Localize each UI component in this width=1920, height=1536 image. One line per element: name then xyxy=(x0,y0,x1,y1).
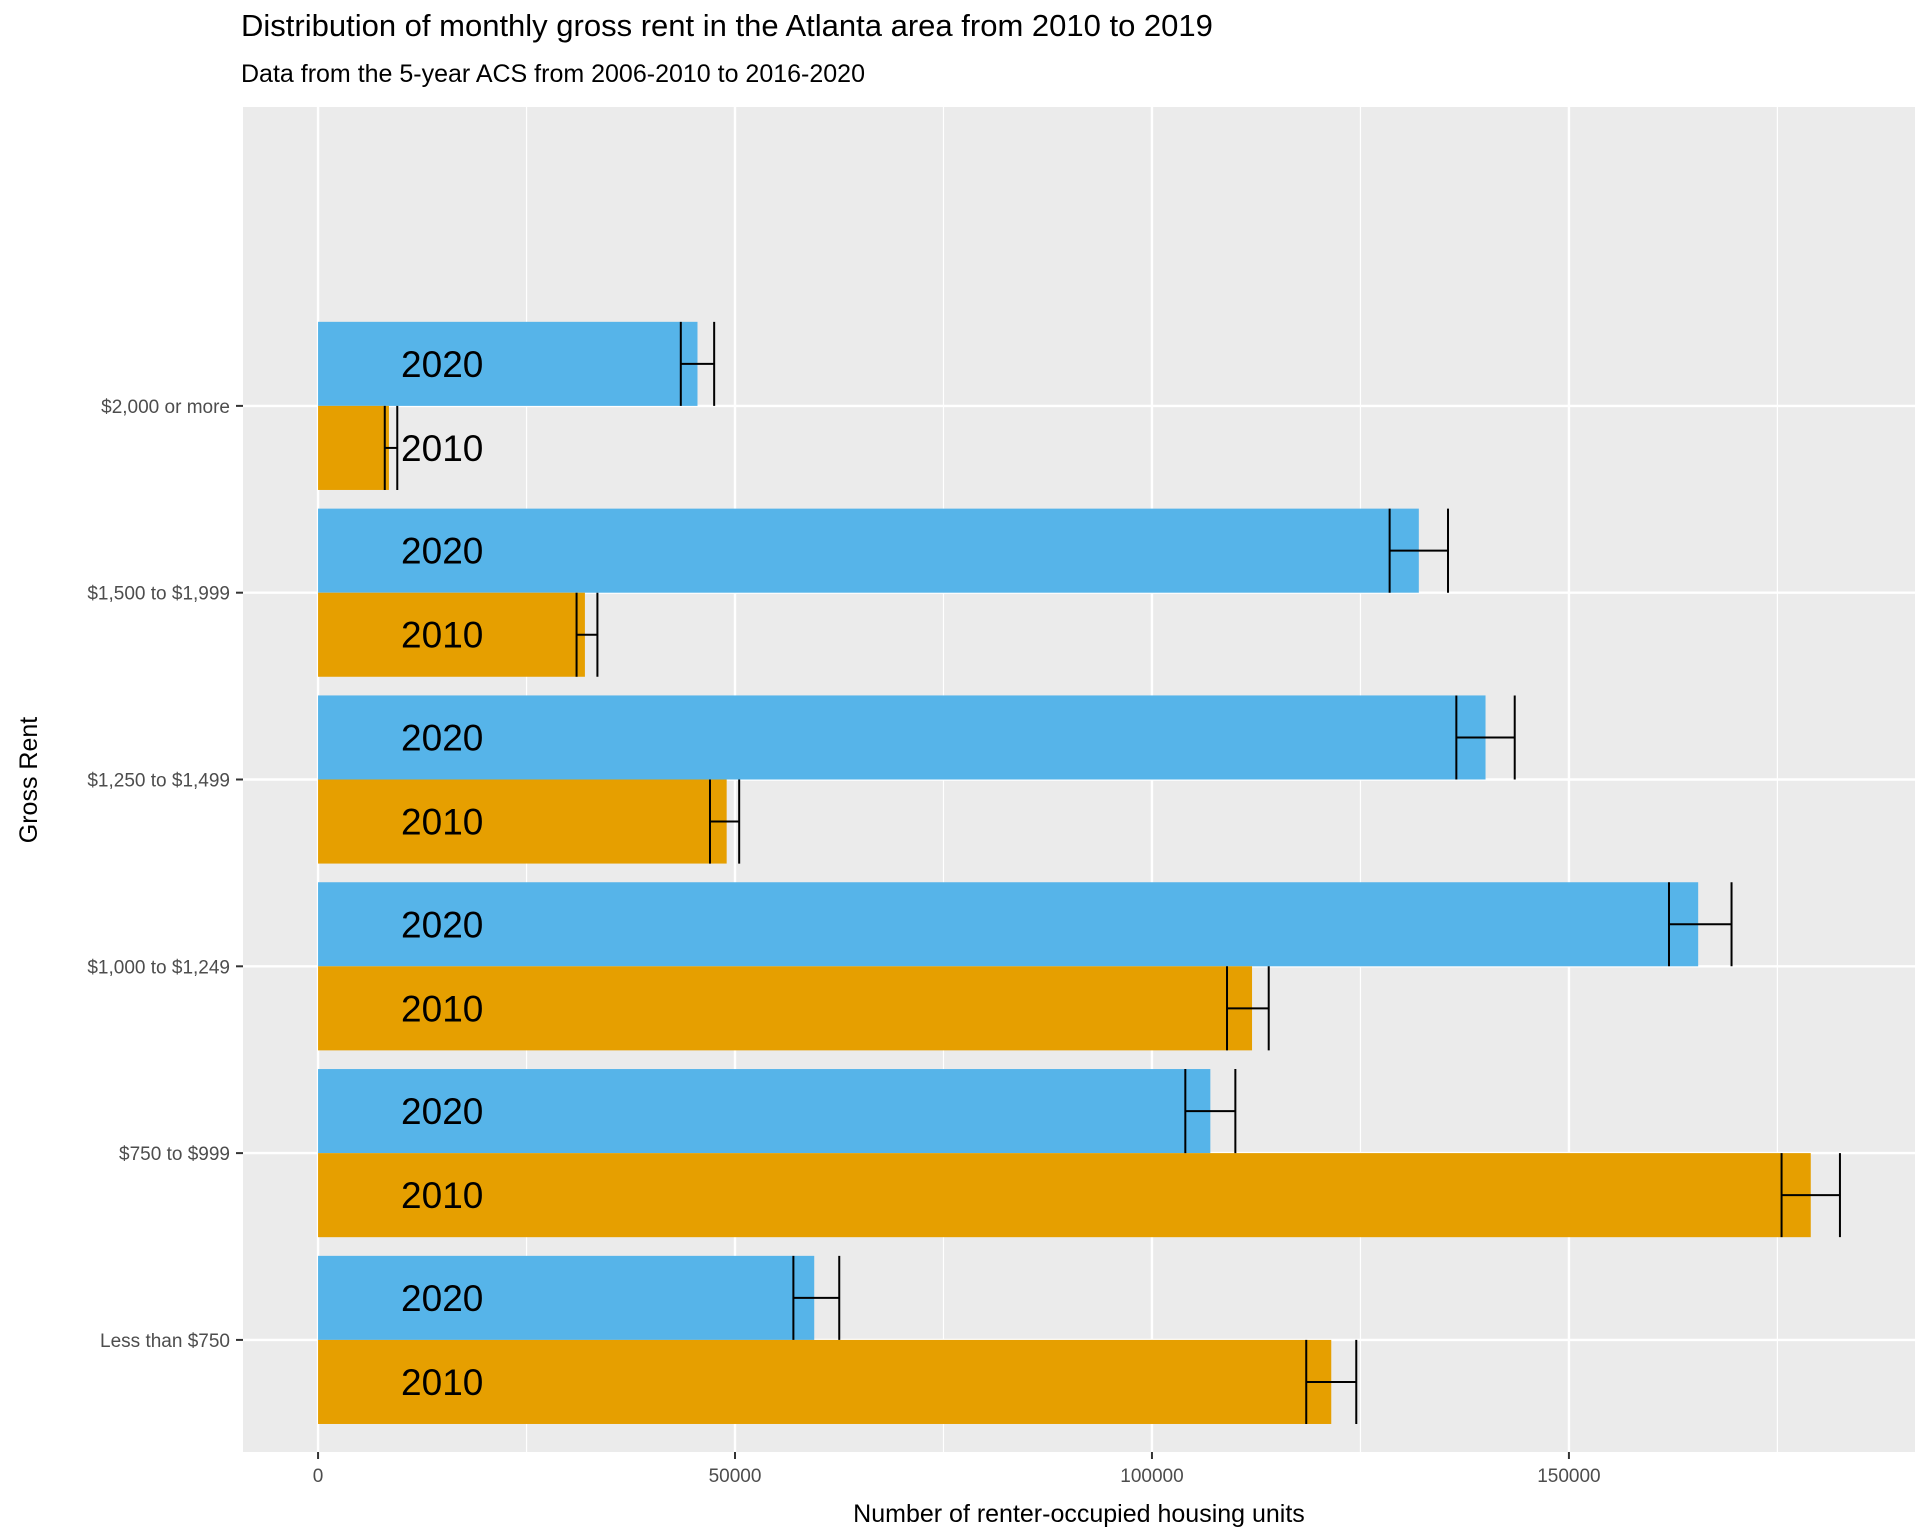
bar-label: 2020 xyxy=(401,344,483,385)
bar-2010 xyxy=(318,779,727,864)
bar-label: 2020 xyxy=(401,717,483,758)
bar-label: 2010 xyxy=(401,1362,483,1403)
x-tick-label: 100000 xyxy=(1120,1466,1183,1487)
bar-2010 xyxy=(318,966,1253,1051)
x-tick-label: 0 xyxy=(313,1466,324,1487)
chart-title: Distribution of monthly gross rent in th… xyxy=(241,8,1213,43)
bar-2010 xyxy=(318,1153,1811,1238)
y-tick-label: $750 to $999 xyxy=(119,1144,230,1165)
bar-label: 2010 xyxy=(401,428,483,469)
bar-label: 2010 xyxy=(401,802,483,843)
y-tick-label: $1,000 to $1,249 xyxy=(87,957,230,978)
chart-subtitle: Data from the 5-year ACS from 2006-2010 … xyxy=(241,60,865,88)
y-tick-label: Less than $750 xyxy=(100,1331,230,1352)
bar-2020 xyxy=(318,1255,815,1340)
y-axis-title: Gross Rent xyxy=(15,717,43,843)
bar-label: 2010 xyxy=(401,1175,483,1216)
bar-label: 2020 xyxy=(401,904,483,945)
x-tick-label: 150000 xyxy=(1537,1466,1600,1487)
bar-2020 xyxy=(318,321,698,406)
bar-label: 2010 xyxy=(401,988,483,1029)
bar-2020 xyxy=(318,1069,1211,1154)
y-tick-label: $2,000 or more xyxy=(101,397,230,418)
bar-label: 2020 xyxy=(401,1278,483,1319)
bar-2010 xyxy=(318,1339,1332,1424)
y-axis: Less than $750 $750 to $999 $1,000 to $1,2… xyxy=(87,397,243,1352)
bars xyxy=(318,321,1811,1424)
bar-2020 xyxy=(318,508,1419,593)
bar-2010 xyxy=(318,405,389,490)
x-axis: 0 50000 100000 150000 xyxy=(313,1452,1601,1487)
bar-label: 2010 xyxy=(401,615,483,656)
bar-label: 2020 xyxy=(401,531,483,572)
bar-labels: 2020 2020 2020 2020 2020 2020 2010 2010 2010 2010… xyxy=(401,344,483,1403)
y-tick-label: $1,250 to $1,499 xyxy=(87,771,230,792)
bar-2020 xyxy=(318,882,1699,967)
x-tick-label: 50000 xyxy=(709,1466,762,1487)
x-axis-title: Number of renter-occupied housing units xyxy=(853,1500,1305,1528)
error-bars xyxy=(383,321,1841,1424)
y-tick-label: $1,500 to $1,999 xyxy=(87,584,230,605)
bar-label: 2020 xyxy=(401,1091,483,1132)
bar-2010 xyxy=(318,592,585,677)
bar-2020 xyxy=(318,695,1486,780)
